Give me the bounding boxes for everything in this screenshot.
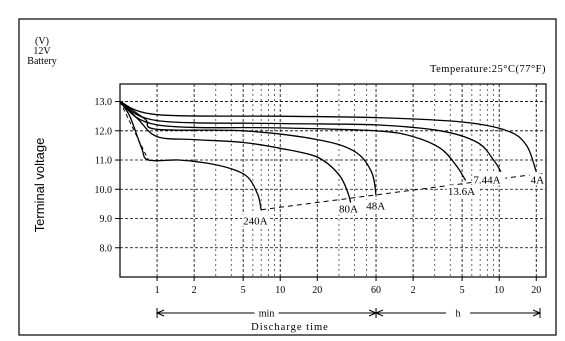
x-tick-label: 1 (155, 285, 160, 296)
x-tick-label: 10 (275, 285, 285, 296)
curve-label-bg (242, 214, 269, 227)
x-tick-label: 60 (371, 285, 381, 296)
segment-label-bg (446, 306, 471, 319)
y-tick-label: 13.0 (95, 97, 113, 108)
curve-label: 4A (531, 174, 545, 186)
x-tick-label: 10 (494, 285, 504, 296)
segment-label: min (259, 309, 275, 320)
plot-border (119, 83, 547, 278)
battery-voltage-label: 12V (33, 46, 51, 57)
curve-80A (119, 101, 353, 210)
curve-label: 7.44A (473, 174, 500, 186)
curve-label: 80A (339, 204, 358, 216)
x-axis: 1 2 5 10 20 60 2 5 10 20 min h (155, 277, 542, 320)
curve-label-bg (472, 173, 506, 186)
x-tick-label: 20 (312, 285, 322, 296)
y-tick-label: 11.0 (95, 156, 112, 167)
y-tick-label: 12.0 (95, 126, 113, 137)
y-tick-label: 8.0 (100, 243, 113, 254)
curve-240A (119, 101, 262, 210)
curve-label-bg (446, 185, 480, 198)
y-tick-label: 9.0 (100, 214, 113, 225)
x-axis-title: Discharge time (251, 322, 329, 333)
curve-label-bg (365, 199, 386, 212)
curve-48A (119, 100, 377, 196)
x-tick-label: 5 (460, 285, 465, 296)
unit-label: (V) (35, 36, 49, 47)
curve-label: 13.6A (448, 186, 475, 198)
segment-arrow (532, 309, 542, 317)
curve-label: 48A (366, 201, 385, 213)
x-tick-label: 2 (192, 285, 197, 296)
segment-label: h (456, 309, 461, 320)
curve-13-6A (119, 100, 467, 181)
y-axis-title: Terminal voltage (32, 138, 47, 233)
outer-frame (18, 18, 557, 336)
curve-label: 240A (243, 215, 268, 227)
x-tick-label: 5 (241, 285, 246, 296)
y-tick-label: 10.0 (95, 185, 113, 196)
curve-label-bg (529, 173, 545, 186)
x-tick-label: 20 (531, 285, 541, 296)
temperature-note: Temperature:25°C(77°F) (430, 64, 546, 75)
segment-label-bg (254, 306, 279, 319)
plot-area: 13.0 12.0 11.0 10.0 9.0 8.0 240A 80A 48A 13.6A7.4… (95, 83, 547, 278)
x-tick-label: 2 (411, 285, 416, 296)
curve-4A (119, 100, 537, 172)
initial-drop-line (119, 101, 149, 161)
segment-arrow (374, 309, 384, 317)
battery-label: Battery (27, 56, 56, 67)
segment-arrow (155, 309, 165, 317)
curve-7-44A (119, 100, 502, 173)
curve-label-bg (337, 202, 359, 215)
